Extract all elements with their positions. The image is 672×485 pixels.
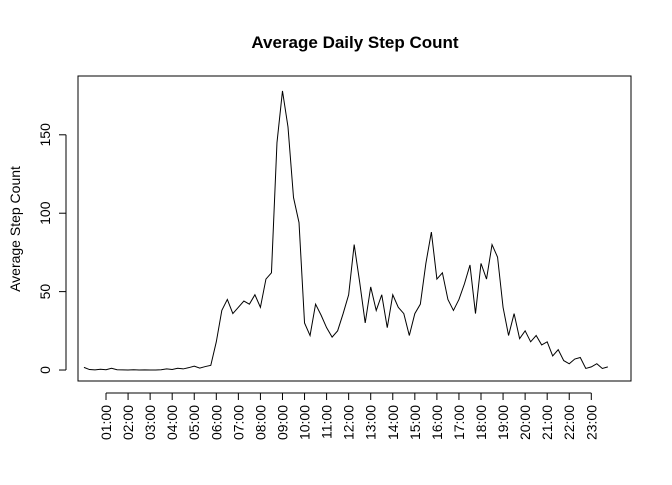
x-tick-label: 13:00 xyxy=(363,405,379,440)
x-tick-label: 19:00 xyxy=(495,405,511,440)
x-tick-label: 14:00 xyxy=(385,405,401,440)
data-line xyxy=(83,90,608,371)
x-tick-label: 09:00 xyxy=(274,405,290,440)
x-tick-label: 01:00 xyxy=(98,405,114,440)
y-tick-label: 50 xyxy=(37,284,53,300)
x-tick-label: 02:00 xyxy=(120,405,136,440)
chart-title: Average Daily Step Count xyxy=(251,33,459,52)
x-tick-label: 03:00 xyxy=(142,405,158,440)
x-tick-label: 16:00 xyxy=(429,405,445,440)
x-tick-label: 10:00 xyxy=(297,405,313,440)
x-tick-label: 21:00 xyxy=(539,405,555,440)
x-tick-label: 22:00 xyxy=(561,405,577,440)
x-tick-label: 18:00 xyxy=(473,405,489,440)
x-tick-label: 06:00 xyxy=(208,405,224,440)
y-tick-label: 150 xyxy=(37,123,53,147)
x-tick-label: 07:00 xyxy=(230,405,246,440)
y-axis-label: Average Step Count xyxy=(7,166,23,292)
x-tick-label: 05:00 xyxy=(186,405,202,440)
plot-box xyxy=(77,75,632,382)
y-tick-label: 0 xyxy=(37,366,53,374)
x-tick-label: 15:00 xyxy=(407,405,423,440)
x-tick-label: 11:00 xyxy=(319,405,335,439)
y-tick-label: 100 xyxy=(37,201,53,225)
x-tick-label: 23:00 xyxy=(583,405,599,440)
x-tick-label: 12:00 xyxy=(341,405,357,440)
x-tick-label: 08:00 xyxy=(252,405,268,440)
x-tick-label: 20:00 xyxy=(517,405,533,440)
x-tick-label: 17:00 xyxy=(451,405,467,440)
x-tick-label: 04:00 xyxy=(164,405,180,440)
